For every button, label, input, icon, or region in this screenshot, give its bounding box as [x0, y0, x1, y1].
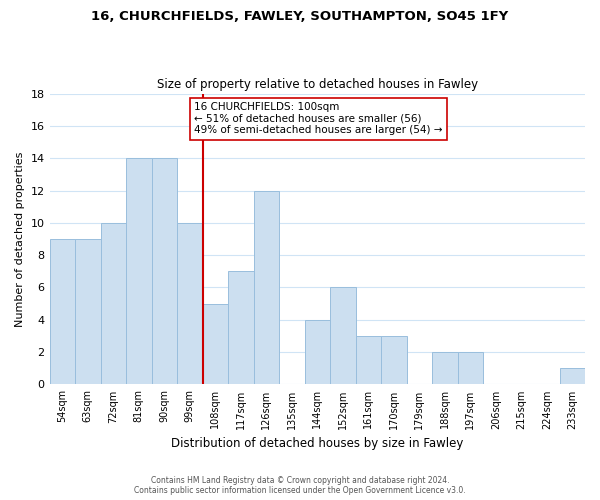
Bar — [50, 239, 75, 384]
Bar — [458, 352, 483, 384]
Bar — [330, 288, 356, 384]
Bar — [228, 272, 254, 384]
Bar — [75, 239, 101, 384]
Text: 16, CHURCHFIELDS, FAWLEY, SOUTHAMPTON, SO45 1FY: 16, CHURCHFIELDS, FAWLEY, SOUTHAMPTON, S… — [91, 10, 509, 23]
Bar — [177, 223, 203, 384]
Bar — [254, 190, 279, 384]
Bar — [432, 352, 458, 384]
X-axis label: Distribution of detached houses by size in Fawley: Distribution of detached houses by size … — [171, 437, 463, 450]
Bar — [305, 320, 330, 384]
Y-axis label: Number of detached properties: Number of detached properties — [15, 152, 25, 326]
Text: 16 CHURCHFIELDS: 100sqm
← 51% of detached houses are smaller (56)
49% of semi-de: 16 CHURCHFIELDS: 100sqm ← 51% of detache… — [194, 102, 443, 136]
Bar — [203, 304, 228, 384]
Title: Size of property relative to detached houses in Fawley: Size of property relative to detached ho… — [157, 78, 478, 91]
Bar — [356, 336, 381, 384]
Bar — [381, 336, 407, 384]
Text: Contains HM Land Registry data © Crown copyright and database right 2024.
Contai: Contains HM Land Registry data © Crown c… — [134, 476, 466, 495]
Bar — [101, 223, 126, 384]
Bar — [152, 158, 177, 384]
Bar — [560, 368, 585, 384]
Bar — [126, 158, 152, 384]
